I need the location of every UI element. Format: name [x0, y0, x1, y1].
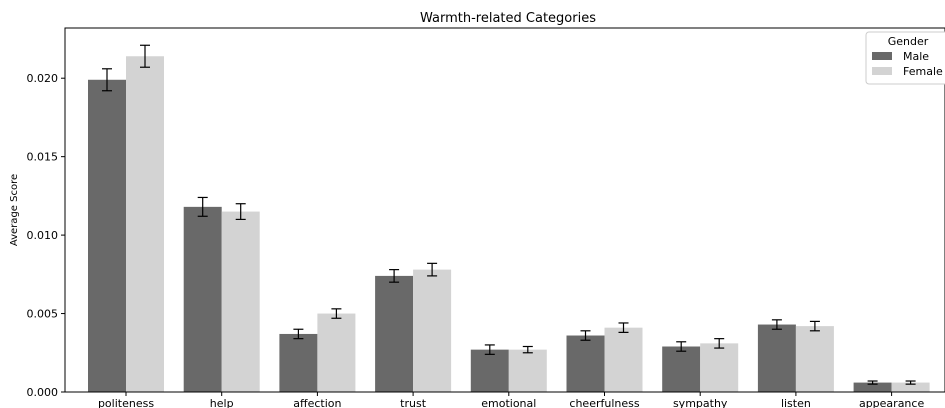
- error-bar-female-emotional: [522, 345, 533, 354]
- bar-male-appearance: [853, 382, 892, 392]
- bars-group: [88, 56, 930, 392]
- bar-female-appearance: [891, 382, 930, 392]
- bar-male-help: [183, 206, 222, 392]
- chart-title: Warmth-related Categories: [420, 11, 596, 26]
- error-bar-male-affection: [293, 328, 304, 340]
- legend: Gender Male Female: [865, 31, 945, 85]
- bar-male-sympathy: [662, 346, 701, 392]
- error-bar-male-listen: [771, 319, 782, 330]
- y-axis-label: Average Score: [9, 174, 20, 246]
- x-tick-label-cheerfulness: cheerfulness: [569, 397, 639, 408]
- x-axis: politeness help affection trust emotional che…: [98, 392, 924, 408]
- error-bar-female-cheerfulness: [618, 322, 629, 333]
- y-axis: 0.000 0.005 0.010 0.015 0.020: [27, 72, 65, 399]
- bar-male-trust: [375, 275, 414, 392]
- x-tick-label-help: help: [210, 397, 234, 408]
- error-bar-male-appearance: [867, 380, 878, 385]
- legend-label-female: Female: [903, 65, 943, 78]
- bar-male-politeness: [88, 79, 126, 392]
- bar-female-politeness: [126, 56, 164, 392]
- bar-female-affection: [317, 313, 356, 392]
- error-bar-male-cheerfulness: [580, 330, 591, 341]
- bar-female-help: [221, 211, 260, 392]
- bar-female-cheerfulness: [604, 327, 643, 392]
- error-bar-female-help: [235, 203, 246, 221]
- error-bar-female-affection: [331, 308, 342, 319]
- legend-swatch-male: [872, 52, 892, 60]
- error-bar-male-emotional: [484, 344, 495, 355]
- bar-male-affection: [279, 333, 318, 392]
- y-tick-label-0.005: 0.005: [27, 308, 59, 321]
- x-tick-label-sympathy: sympathy: [673, 397, 728, 408]
- error-bars-group: [102, 44, 916, 385]
- y-tick-label-0.000: 0.000: [27, 386, 59, 399]
- y-tick-label-0.020: 0.020: [27, 72, 59, 85]
- error-bar-male-sympathy: [676, 341, 687, 352]
- legend-label-male: Male: [903, 50, 929, 63]
- bar-female-listen: [795, 326, 834, 392]
- legend-title: Gender: [888, 35, 929, 48]
- bar-female-emotional: [508, 349, 547, 392]
- x-tick-label-politeness: politeness: [98, 397, 154, 408]
- x-tick-label-trust: trust: [400, 397, 427, 408]
- error-bar-female-trust: [427, 262, 438, 277]
- x-tick-label-listen: listen: [781, 397, 811, 408]
- x-tick-label-emotional: emotional: [481, 397, 536, 408]
- x-tick-label-appearance: appearance: [859, 397, 924, 408]
- bar-female-trust: [413, 269, 452, 392]
- y-tick-label-0.015: 0.015: [27, 151, 59, 164]
- y-tick-label-0.010: 0.010: [27, 229, 59, 242]
- error-bar-female-appearance: [905, 380, 916, 385]
- x-tick-label-affection: affection: [293, 397, 341, 408]
- error-bar-male-politeness: [102, 68, 112, 92]
- error-bar-male-trust: [389, 269, 400, 283]
- error-bar-male-help: [197, 196, 208, 217]
- bar-male-emotional: [470, 349, 509, 392]
- bar-male-cheerfulness: [566, 335, 605, 392]
- bar-female-sympathy: [700, 343, 739, 392]
- legend-swatch-female: [872, 67, 892, 75]
- plot-frame: [64, 27, 945, 393]
- error-bar-female-politeness: [140, 44, 150, 68]
- bar-male-listen: [757, 324, 796, 392]
- error-bar-female-sympathy: [714, 338, 725, 349]
- error-bar-female-listen: [809, 320, 820, 332]
